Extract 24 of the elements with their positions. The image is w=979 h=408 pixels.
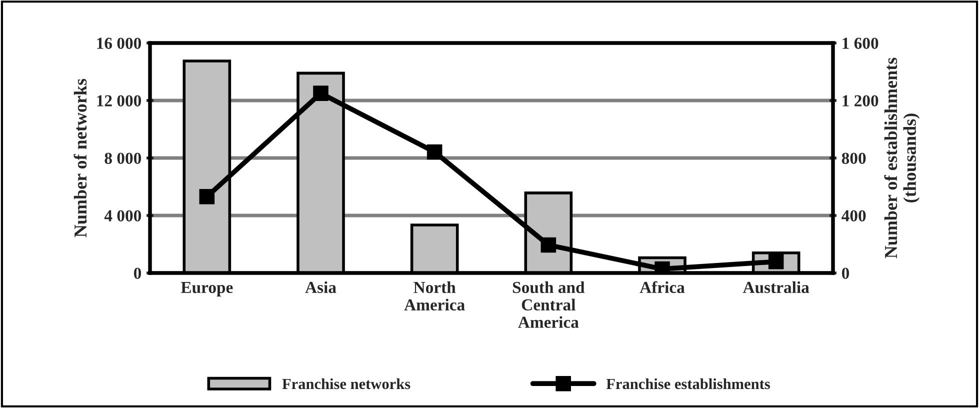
point — [313, 86, 328, 101]
y2-tick-label: 1 600 — [842, 38, 878, 49]
y-tick-label: 8 000 — [104, 152, 142, 164]
x-tick-label: Africa — [640, 281, 685, 294]
point — [199, 189, 215, 204]
legend-label: Franchise establishments — [606, 378, 770, 390]
y-tick-label: 16 000 — [97, 38, 142, 49]
y-tick-label: 12 000 — [97, 95, 142, 106]
x-tick-label: Asia — [305, 281, 336, 294]
y2-tick-label: 1 200 — [842, 95, 878, 106]
y2-tick-label: 800 — [842, 152, 866, 164]
y-axis-title: Number of networks — [74, 78, 87, 238]
x-tick-label: Australia — [742, 281, 810, 294]
y2-tick-label: 0 — [842, 268, 850, 279]
x-tick-label: Europe — [180, 282, 233, 296]
point — [426, 144, 442, 160]
y-tick-label: 0 — [134, 268, 142, 279]
y-tick-label: 4 000 — [104, 210, 142, 222]
legend-label: Franchise networks — [282, 378, 410, 390]
x-tick-label: North America — [404, 281, 465, 310]
y2-axis-title: Number of establishments (thousands) — [884, 58, 920, 258]
x-tick-label: South and Central America — [512, 281, 585, 328]
y2-tick-label: 400 — [842, 210, 866, 222]
point — [540, 237, 556, 253]
